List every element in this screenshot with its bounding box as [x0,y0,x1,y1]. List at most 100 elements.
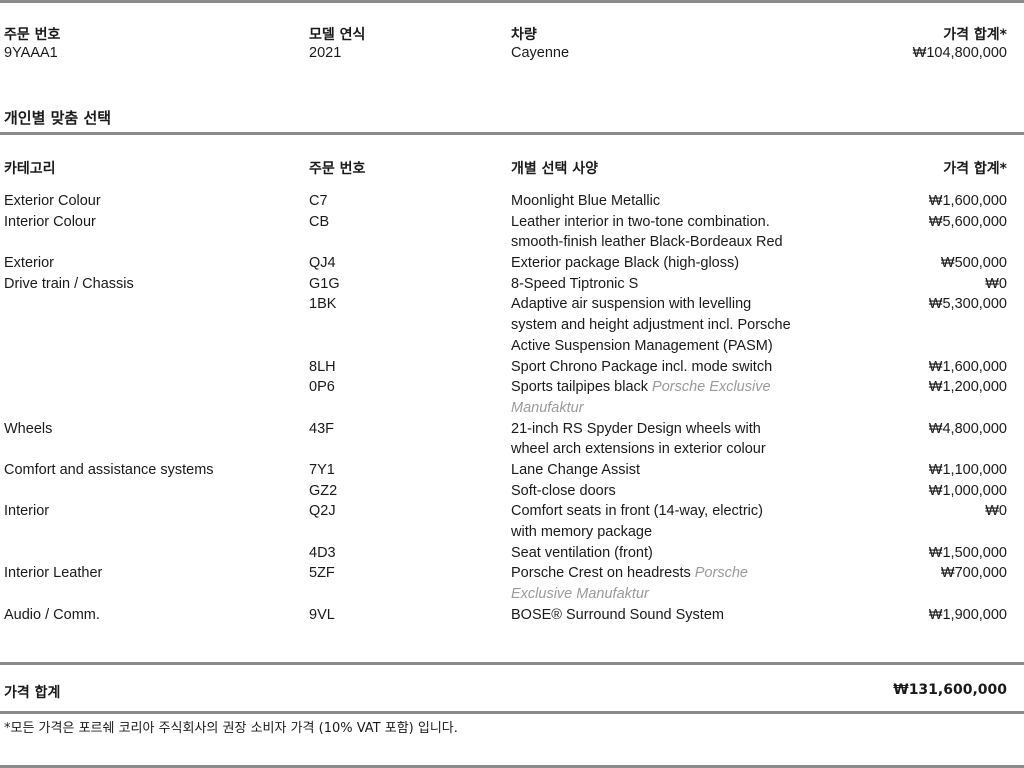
summary-vehicle-header: 차량 [511,27,537,43]
options-table: Exterior Colour C7 Moonlight Blue Metallic… [0,191,1024,626]
summary-order-no-header: 주문 번호 [4,27,61,43]
row-option: Moonlight Blue Metallic [511,191,660,212]
row-option-text: Lane Change Assist [511,462,640,479]
table-row: 1BK Adaptive air suspension with levellin… [0,294,1024,356]
row-option: Adaptive air suspension with levelling s… [511,294,791,356]
row-option: Lane Change Assist [511,460,640,481]
row-category: Wheels [4,420,53,437]
row-category: Audio / Comm. [4,606,100,623]
row-code: Q2J [309,503,336,520]
row-category: Interior Leather [4,565,103,582]
summary-order-no: 9YAAA1 [4,45,58,61]
table-row: Comfort and assistance systems 7Y1 Lane Ch… [0,460,1024,481]
row-price: ₩1,000,000 [928,482,1007,499]
row-code: 5ZF [309,565,335,582]
row-option: Sport Chrono Package incl. mode switch [511,357,772,378]
section-title: 개인별 맞춤 선택 [4,109,112,127]
row-code: 8LH [309,358,336,375]
table-row: 0P6 Sports tailpipes black Porsche Exclus… [0,377,1024,418]
row-code: 1BK [309,296,337,313]
row-price: ₩1,500,000 [928,544,1007,561]
row-category: Exterior Colour [4,193,101,209]
row-price: ₩700,000 [940,565,1007,582]
row-code: 4D3 [309,544,336,561]
row-option: Soft-close doors [511,481,616,502]
row-option: Comfort seats in front (14-way, electric… [511,501,763,542]
table-row: GZ2 Soft-close doors ₩1,000,000 [0,481,1024,502]
row-price: ₩1,600,000 [928,193,1007,209]
row-code: 7Y1 [309,462,335,479]
row-price: ₩1,100,000 [928,462,1007,479]
row-option-text: 21-inch RS Spyder Design wheels with whe… [511,420,766,458]
summary-price: ₩104,800,000 [912,45,1007,61]
row-option: 21-inch RS Spyder Design wheels with whe… [511,419,766,460]
row-option-text: 8-Speed Tiptronic S [511,275,639,292]
row-option-text: Soft-close doors [511,482,616,499]
row-option-text: Sports tailpipes black [511,379,653,396]
row-price: ₩0 [985,275,1007,292]
table-row: Interior Leather 5ZF Porsche Crest on head… [0,563,1024,604]
top-divider [0,0,1024,3]
row-code: 0P6 [309,379,335,396]
row-price: ₩1,200,000 [928,379,1007,396]
table-row: Exterior Colour C7 Moonlight Blue Metallic… [0,191,1024,212]
row-category: Interior Colour [4,213,96,230]
table-row: Wheels 43F 21-inch RS Spyder Design wheels… [0,419,1024,460]
row-category: Comfort and assistance systems [4,462,214,479]
row-price: ₩1,900,000 [928,606,1007,623]
row-code: CB [309,213,330,230]
col-header-price: 가격 합계* [943,161,1007,177]
summary-price-header: 가격 합계* [943,27,1007,43]
row-option-text: Sport Chrono Package incl. mode switch [511,358,773,375]
footnote-divider [0,711,1024,714]
summary-vehicle: Cayenne [511,45,570,61]
row-exclusive-note: Porsche Exclusive Manufaktur [511,565,748,603]
table-row: Audio / Comm. 9VL BOSE® Surround Sound Sys… [0,605,1024,626]
section-divider [0,132,1024,135]
row-code: C7 [309,193,328,209]
row-option: Leather interior in two-tone combination… [511,212,783,253]
row-price: ₩4,800,000 [928,420,1007,437]
row-price: ₩5,600,000 [928,213,1007,230]
row-option: Porsche Crest on headrests Porsche Exclu… [511,563,748,604]
table-row: 4D3 Seat ventilation (front) ₩1,500,000 [0,543,1024,564]
summary-model-year-header: 모델 연식 [309,27,366,43]
row-option-text: Seat ventilation (front) [511,544,653,561]
row-price: ₩0 [985,503,1007,520]
row-code: 43F [309,420,334,437]
row-price: ₩500,000 [940,255,1007,272]
row-code: GZ2 [309,482,338,499]
table-row: Interior Colour CB Leather interior in two… [0,212,1024,253]
row-code: G1G [309,275,340,292]
row-option-text: Adaptive air suspension with levelling s… [511,296,791,354]
total-divider [0,662,1024,665]
col-header-code: 주문 번호 [309,161,366,177]
row-category: Interior [4,503,50,520]
col-header-category: 카테고리 [4,161,56,177]
row-option-text: Exterior package Black (high-gloss) [511,255,740,272]
table-row: Interior Q2J Comfort seats in front (14-wa… [0,501,1024,542]
total-value: ₩131,600,000 [893,682,1007,698]
row-option: Exterior package Black (high-gloss) [511,253,739,274]
row-option: BOSE® Surround Sound System [511,605,724,626]
row-code: QJ4 [309,255,336,272]
row-code: 9VL [309,606,335,623]
bottom-divider [0,765,1024,768]
row-price: ₩1,600,000 [928,358,1007,375]
row-option: Seat ventilation (front) [511,543,653,564]
table-row: Exterior QJ4 Exterior package Black (high-… [0,253,1024,274]
row-price: ₩5,300,000 [928,296,1007,313]
row-option-text: Comfort seats in front (14-way, electric… [511,503,763,541]
row-option-text: Porsche Crest on headrests [511,565,695,582]
row-category: Drive train / Chassis [4,275,134,292]
table-row: Drive train / Chassis G1G 8-Speed Tiptroni… [0,274,1024,295]
summary-model-year: 2021 [309,45,342,61]
row-exclusive-note: Porsche Exclusive Manufaktur [511,379,771,416]
row-option: 8-Speed Tiptronic S [511,274,638,295]
col-header-option: 개별 선택 사양 [511,161,599,177]
row-option: Sports tailpipes black Porsche Exclusive… [511,377,771,418]
row-category: Exterior [4,255,54,272]
row-option-text: Leather interior in two-tone combination… [511,213,783,251]
footnote: *모든 가격은 포르쉐 코리아 주식회사의 권장 소비자 가격 (10% VAT… [4,721,458,736]
table-row: 8LH Sport Chrono Package incl. mode switc… [0,357,1024,378]
